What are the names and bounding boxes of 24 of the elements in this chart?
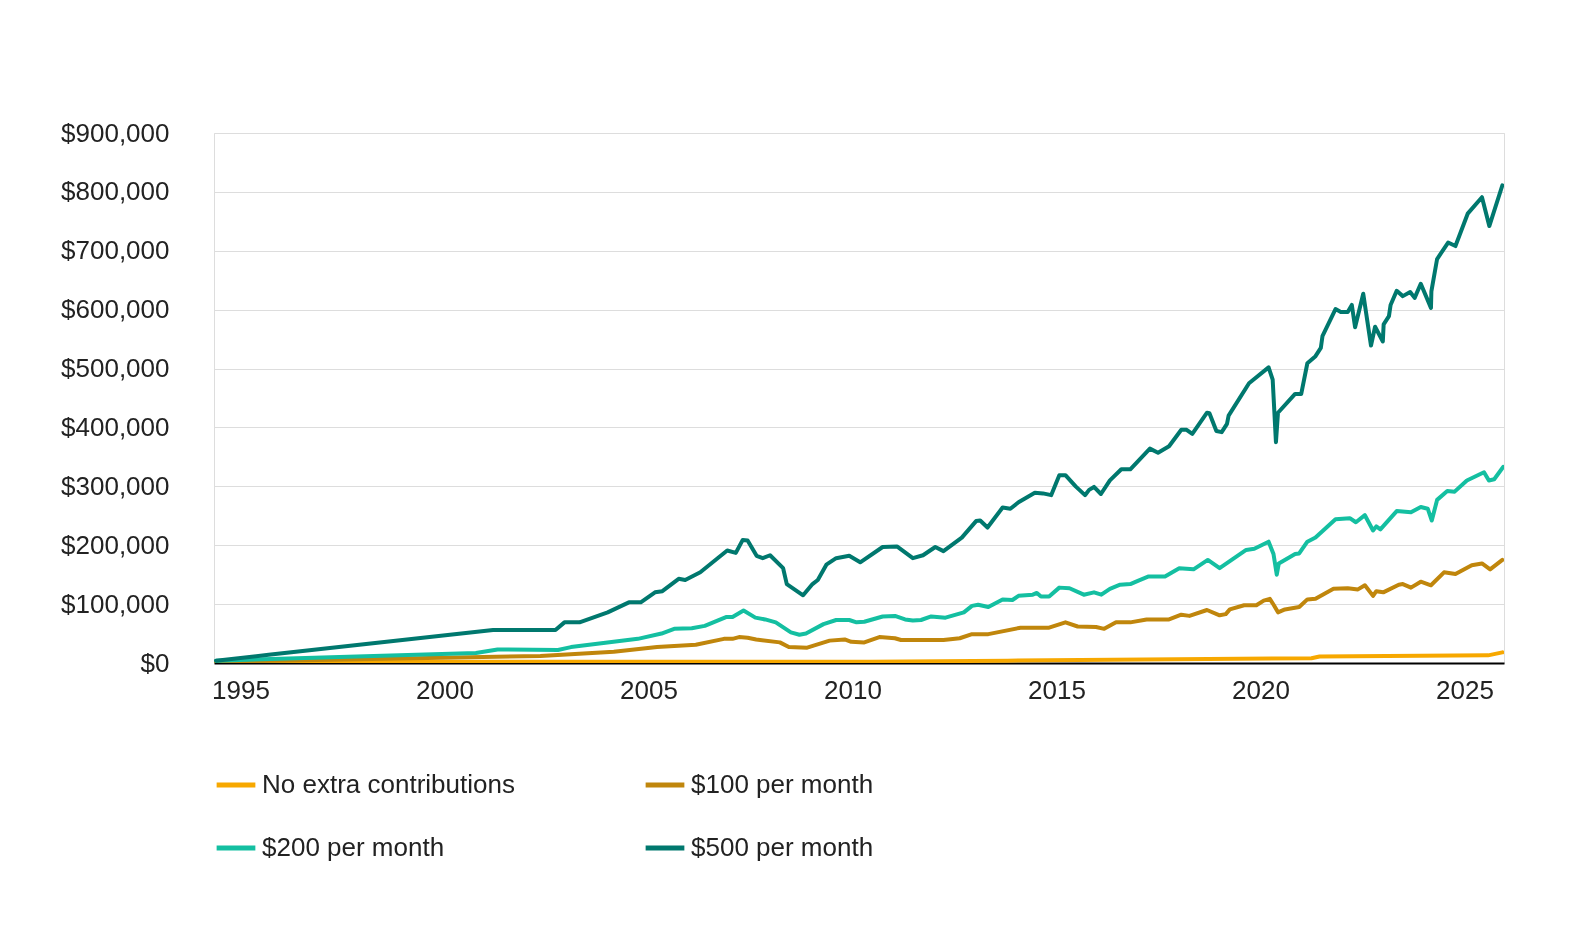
y-tick-label: $0 (140, 647, 170, 678)
y-tick-label: $500,000 (61, 353, 170, 384)
x-tick-label: 1995 (212, 674, 270, 705)
y-tick-label: $900,000 (61, 117, 170, 148)
x-tick-label: 2000 (416, 674, 474, 705)
x-tick-label: 2025 (1436, 674, 1494, 705)
legend-label: $500 per month (691, 832, 874, 862)
line-series (214, 557, 1504, 663)
y-tick-label: $400,000 (61, 411, 170, 442)
line-series (214, 464, 1504, 663)
x-tick-label: 2015 (1028, 674, 1086, 705)
legend-label: $100 per month (691, 769, 874, 799)
y-tick-label: $300,000 (61, 470, 170, 501)
legend-label: $200 per month (262, 832, 445, 862)
y-tick-label: $700,000 (61, 235, 170, 266)
x-tick-label: 2010 (824, 674, 882, 705)
y-tick-label: $800,000 (61, 176, 170, 207)
y-tick-label: $100,000 (61, 588, 170, 619)
y-tick-label: $600,000 (61, 294, 170, 325)
x-tick-label: 2020 (1232, 674, 1290, 705)
legend-label: No extra contributions (262, 769, 515, 799)
y-tick-label: $200,000 (61, 529, 170, 560)
line-series (214, 183, 1504, 663)
x-tick-label: 2005 (620, 674, 678, 705)
